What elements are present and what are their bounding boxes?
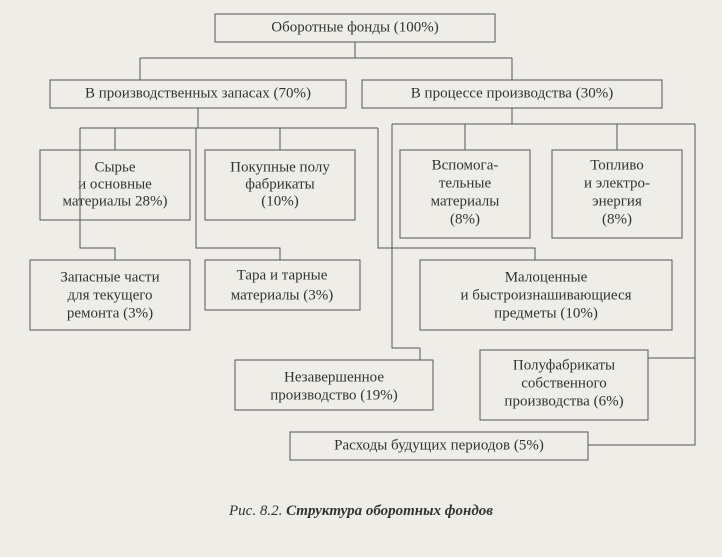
- node-l3-a-l1: Сырье: [94, 159, 135, 175]
- node-level2-right-label: В процессе производства (30%): [411, 85, 613, 101]
- node-l3-b-l2: фабрикаты: [245, 176, 315, 192]
- node-l4-e-l2: для текущего: [67, 287, 152, 303]
- node-l5-i-l1: Полуфабрикаты: [513, 357, 615, 373]
- node-l3-d-l4: (8%): [602, 211, 632, 227]
- node-l6-j-label: Расходы будущих периодов (5%): [334, 437, 544, 453]
- node-l3-d-l2: и электро-: [584, 175, 650, 191]
- figure-caption-prefix: Рис. 8.2.: [228, 503, 286, 519]
- node-l5-i-l3: производства (6%): [504, 393, 623, 409]
- node-l4-f-l1: Тара и тарные: [237, 267, 328, 283]
- node-l5-h-l2: производство (19%): [270, 387, 398, 403]
- node-l3-c-l3: материалы: [431, 193, 500, 209]
- node-l4-g-l2: и быстроизнашивающиеся: [460, 287, 631, 303]
- node-l3-c-l4: (8%): [450, 211, 480, 227]
- node-level2-left-label: В производственных запасах (70%): [85, 85, 311, 101]
- node-l3-c-l2: тельные: [439, 175, 492, 191]
- node-l3-c-l1: Вспомога-: [432, 157, 499, 173]
- figure-caption: Рис. 8.2. Структура оборотных фондов: [228, 503, 493, 519]
- node-l4-e-l1: Запасные части: [60, 269, 159, 285]
- node-l3-d-l3: энергия: [592, 193, 642, 209]
- node-l4-e-l3: ремонта (3%): [67, 305, 153, 321]
- node-l3-a-l2: и основные: [78, 176, 152, 192]
- node-l5-h-l1: Незавершенное: [284, 369, 384, 385]
- node-root-label: Оборотные фонды (100%): [271, 19, 439, 35]
- node-l3-d-l1: Топливо: [590, 157, 644, 173]
- figure-caption-title: Структура оборотных фондов: [286, 503, 493, 519]
- node-l3-b-l3: (10%): [261, 193, 299, 209]
- node-l4-g-l1: Малоценные: [505, 269, 588, 285]
- node-l4-f-l2: материалы (3%): [231, 287, 334, 303]
- node-l3-b-l1: Покупные полу: [230, 159, 330, 175]
- node-l3-a-l3: материалы 28%): [63, 193, 168, 209]
- node-l5-i-l2: собственного: [521, 375, 607, 391]
- node-l4-g-l3: предметы (10%): [494, 305, 598, 321]
